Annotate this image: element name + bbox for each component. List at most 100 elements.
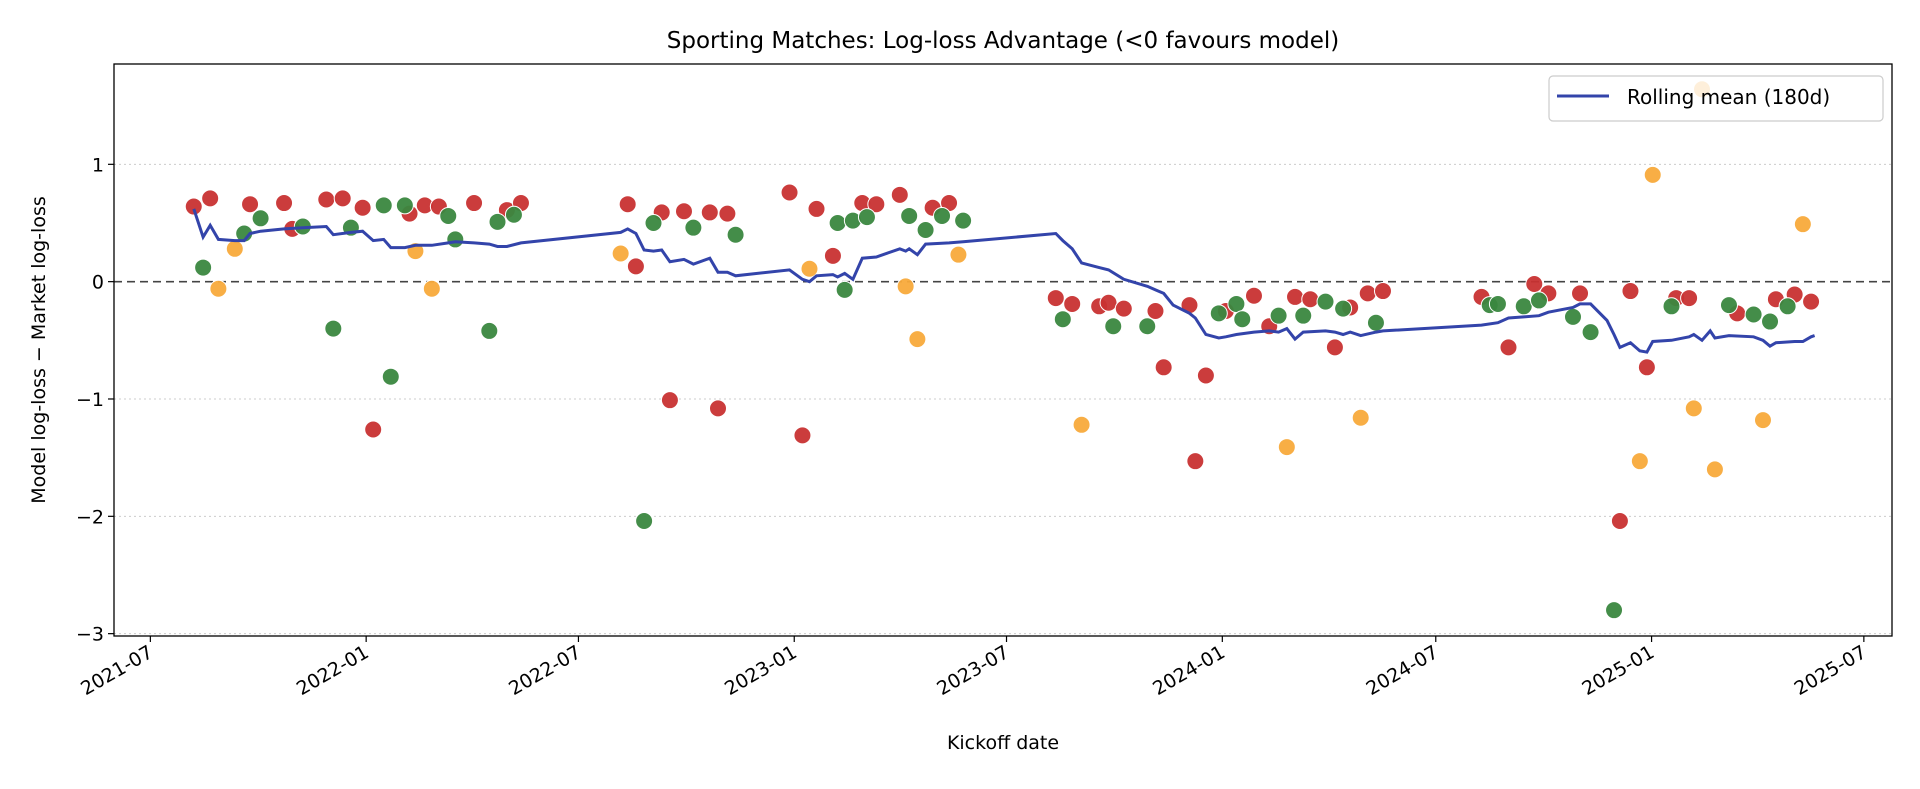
- scatter-points: [184, 80, 1821, 620]
- data-point: [916, 221, 935, 240]
- data-point: [1705, 460, 1724, 479]
- x-tick-label: 2023-01: [721, 641, 801, 700]
- data-point: [1366, 313, 1385, 332]
- data-point: [1514, 297, 1533, 316]
- data-point: [700, 203, 719, 222]
- data-point: [1529, 291, 1548, 310]
- data-point: [660, 391, 679, 410]
- data-point: [1301, 290, 1320, 309]
- y-tick-label: −2: [76, 506, 104, 528]
- data-point: [201, 189, 220, 208]
- data-point: [324, 319, 343, 338]
- data-point: [674, 202, 693, 221]
- x-tick-label: 2022-07: [505, 641, 585, 700]
- data-point: [611, 244, 630, 263]
- x-tick-label: 2022-01: [293, 641, 373, 700]
- data-point: [954, 211, 973, 230]
- data-point: [439, 206, 458, 225]
- data-point: [353, 198, 372, 217]
- x-tick-label: 2024-01: [1149, 641, 1229, 700]
- data-point: [1114, 299, 1133, 318]
- y-tick-label: 1: [92, 154, 104, 176]
- data-point: [1719, 296, 1738, 315]
- data-point: [1146, 301, 1165, 320]
- y-tick-label: −3: [76, 624, 104, 646]
- x-tick-label: 2024-07: [1363, 641, 1443, 700]
- data-point: [1186, 452, 1205, 471]
- data-point: [1499, 338, 1518, 357]
- data-point: [828, 213, 847, 232]
- chart-title: Sporting Matches: Log-loss Advantage (<0…: [667, 28, 1339, 54]
- data-point: [1630, 452, 1649, 471]
- data-point: [890, 185, 909, 204]
- data-point: [635, 512, 654, 531]
- data-point: [1099, 293, 1118, 312]
- data-point: [1244, 286, 1263, 305]
- data-point: [1316, 292, 1335, 311]
- data-point: [933, 206, 952, 225]
- legend-label: Rolling mean (180d): [1627, 85, 1830, 109]
- data-point: [1753, 411, 1772, 430]
- data-point: [709, 399, 728, 418]
- data-point: [251, 209, 270, 228]
- data-point: [333, 189, 352, 208]
- y-axis: −3 −2 −1 0 1: [76, 154, 114, 646]
- data-point: [1581, 323, 1600, 342]
- data-point: [395, 196, 414, 215]
- data-point: [823, 246, 842, 265]
- data-point: [793, 426, 812, 445]
- x-tick-label: 2023-07: [933, 641, 1013, 700]
- data-point: [718, 204, 737, 223]
- data-point: [1488, 294, 1507, 313]
- x-tick-label: 2025-01: [1578, 641, 1658, 700]
- data-point: [364, 420, 383, 439]
- axes-frame: [113, 63, 1893, 637]
- y-tick-label: 0: [92, 272, 104, 294]
- data-point: [225, 239, 244, 258]
- data-point: [949, 245, 968, 264]
- data-point: [908, 330, 927, 349]
- data-point: [1525, 275, 1544, 293]
- data-point: [446, 230, 465, 249]
- data-point: [1621, 282, 1640, 301]
- data-point: [1196, 366, 1215, 385]
- data-point: [1643, 165, 1662, 184]
- data-point: [644, 213, 663, 232]
- data-point: [1684, 399, 1703, 418]
- data-point: [1325, 338, 1344, 357]
- data-point: [1373, 282, 1392, 301]
- data-point: [1294, 306, 1313, 325]
- data-point: [1680, 289, 1699, 308]
- data-point: [896, 277, 915, 296]
- data-point: [1605, 601, 1624, 620]
- data-point: [807, 199, 826, 218]
- data-point: [1046, 289, 1065, 308]
- data-point: [1351, 408, 1370, 427]
- data-point: [835, 280, 854, 299]
- data-point: [209, 279, 228, 298]
- data-point: [317, 190, 336, 209]
- data-point: [1662, 297, 1681, 316]
- data-point: [422, 279, 441, 298]
- data-point: [374, 196, 393, 215]
- data-point: [1138, 317, 1157, 336]
- data-point: [1793, 215, 1812, 234]
- data-point: [465, 194, 484, 213]
- data-point: [1778, 297, 1797, 316]
- data-point: [1334, 299, 1353, 318]
- x-axis: 2021-07 2022-01 2022-07 2023-01 2023-07 2024-…: [77, 636, 1870, 700]
- data-point: [1744, 305, 1763, 324]
- data-point: [504, 205, 523, 224]
- data-point: [626, 257, 645, 276]
- data-point: [867, 195, 886, 214]
- rolling-mean-line: [192, 208, 1816, 354]
- data-point: [684, 218, 703, 237]
- data-point: [900, 206, 919, 225]
- data-point: [1358, 284, 1377, 303]
- data-point: [726, 225, 745, 244]
- data-point: [1053, 310, 1072, 329]
- data-point: [1563, 307, 1582, 326]
- data-point: [618, 195, 637, 214]
- legend: Rolling mean (180d): [1548, 75, 1884, 122]
